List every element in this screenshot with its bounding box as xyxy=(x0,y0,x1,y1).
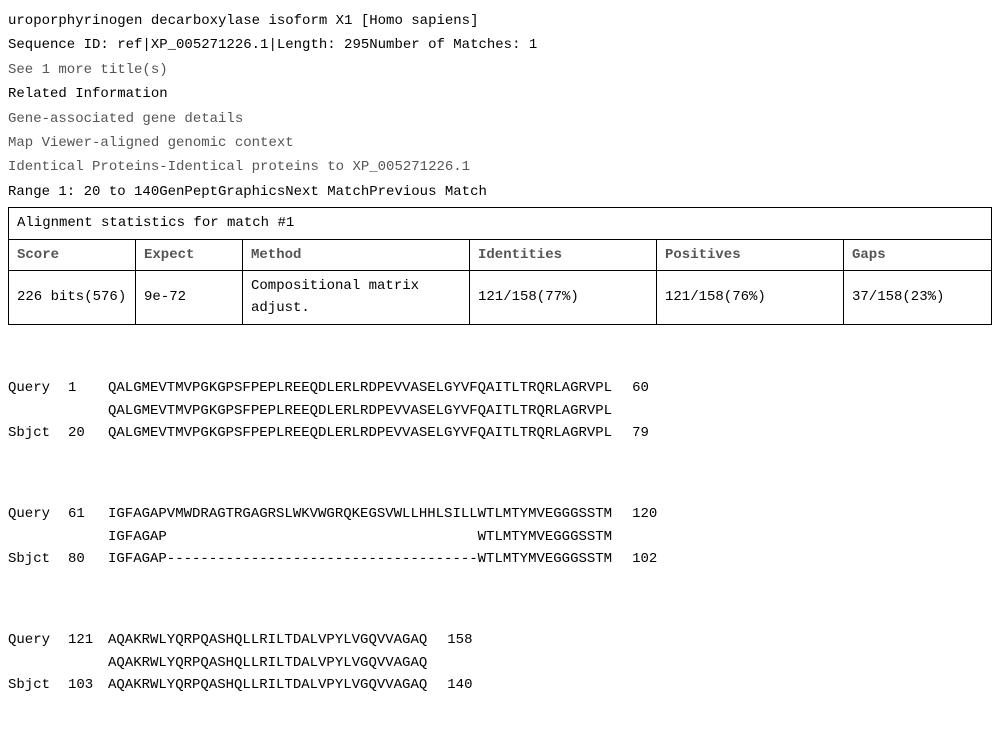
query-seq: IGFAGAPVMWDRAGTRGAGRSLWKVWGRQKEGSVWLLHHL… xyxy=(108,503,612,525)
cell-identities: 121/158(77%) xyxy=(470,270,657,324)
table-row: 226 bits(576) 9e-72 Compositional matrix… xyxy=(9,270,992,324)
gene-details-link[interactable]: Gene-associated gene details xyxy=(8,108,992,130)
sbjct-label: Sbjct xyxy=(8,422,68,444)
sbjct-end: 102 xyxy=(632,548,657,570)
sbjct-seq: AQAKRWLYQRPQASHQLLRILTDALVPYLVGQVVAGAQ xyxy=(108,674,427,696)
table-caption: Alignment statistics for match #1 xyxy=(9,208,992,239)
cell-score: 226 bits(576) xyxy=(9,270,136,324)
query-seq: QALGMEVTMVPGKGPSFPEPLREEQDLERLRDPEVVASEL… xyxy=(108,377,612,399)
match-seq: AQAKRWLYQRPQASHQLLRILTDALVPYLVGQVVAGAQ xyxy=(108,652,427,674)
query-end: 60 xyxy=(632,377,649,399)
sbjct-end: 79 xyxy=(632,422,649,444)
cell-positives: 121/158(76%) xyxy=(657,270,844,324)
query-start: 61 xyxy=(68,503,108,525)
cell-expect: 9e-72 xyxy=(136,270,243,324)
col-header-positives: Positives xyxy=(657,239,844,270)
match-seq: QALGMEVTMVPGKGPSFPEPLREEQDLERLRDPEVVASEL… xyxy=(108,400,612,422)
more-titles-link[interactable]: See 1 more title(s) xyxy=(8,59,992,81)
alignment-section: Query1QALGMEVTMVPGKGPSFPEPLREEQDLERLRDPE… xyxy=(8,333,992,733)
match-seq: IGFAGAP WTLMTYMVEGGGSSTM xyxy=(108,526,612,548)
alignment-block: Query1QALGMEVTMVPGKGPSFPEPLREEQDLERLRDPE… xyxy=(8,355,992,445)
col-header-identities: Identities xyxy=(470,239,657,270)
sbjct-seq: QALGMEVTMVPGKGPSFPEPLREEQDLERLRDPEVVASEL… xyxy=(108,422,612,444)
query-end: 120 xyxy=(632,503,657,525)
query-end: 158 xyxy=(447,629,472,651)
sbjct-label: Sbjct xyxy=(8,548,68,570)
identical-proteins-link[interactable]: Identical Proteins-Identical proteins to… xyxy=(8,156,992,178)
range-line: Range 1: 20 to 140GenPeptGraphicsNext Ma… xyxy=(8,181,992,203)
alignment-block: Query61IGFAGAPVMWDRAGTRGAGRSLWKVWGRQKEGS… xyxy=(8,481,992,571)
sbjct-end: 140 xyxy=(447,674,472,696)
query-start: 121 xyxy=(68,629,108,651)
sbjct-start: 20 xyxy=(68,422,108,444)
cell-gaps: 37/158(23%) xyxy=(844,270,992,324)
sbjct-start: 80 xyxy=(68,548,108,570)
col-header-expect: Expect xyxy=(136,239,243,270)
alignment-stats-table: Alignment statistics for match #1 Score … xyxy=(8,207,992,325)
query-start: 1 xyxy=(68,377,108,399)
protein-title: uroporphyrinogen decarboxylase isoform X… xyxy=(8,10,992,32)
sequence-id-line: Sequence ID: ref|XP_005271226.1|Length: … xyxy=(8,34,992,56)
col-header-score: Score xyxy=(9,239,136,270)
col-header-gaps: Gaps xyxy=(844,239,992,270)
query-label: Query xyxy=(8,377,68,399)
sbjct-seq: IGFAGAP---------------------------------… xyxy=(108,548,612,570)
query-label: Query xyxy=(8,503,68,525)
map-viewer-link[interactable]: Map Viewer-aligned genomic context xyxy=(8,132,992,154)
sbjct-label: Sbjct xyxy=(8,674,68,696)
query-seq: AQAKRWLYQRPQASHQLLRILTDALVPYLVGQVVAGAQ xyxy=(108,629,427,651)
query-label: Query xyxy=(8,629,68,651)
related-info-heading: Related Information xyxy=(8,83,992,105)
col-header-method: Method xyxy=(243,239,470,270)
alignment-block: Query121AQAKRWLYQRPQASHQLLRILTDALVPYLVGQ… xyxy=(8,607,992,697)
cell-method: Compositional matrix adjust. xyxy=(243,270,470,324)
sbjct-start: 103 xyxy=(68,674,108,696)
